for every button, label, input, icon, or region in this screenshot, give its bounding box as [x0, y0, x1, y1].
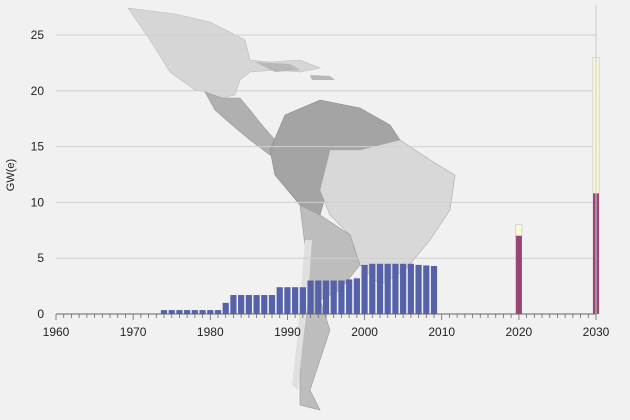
historical-bar	[176, 310, 183, 314]
historical-bar	[191, 310, 198, 314]
historical-bar	[322, 280, 330, 314]
chile-shape	[292, 240, 312, 390]
historical-bar	[384, 263, 391, 314]
historical-bar	[423, 265, 430, 314]
x-tick-label: 1980	[197, 325, 224, 339]
historical-bar	[253, 295, 260, 314]
historical-bar	[207, 310, 214, 314]
x-tick-label: 2010	[428, 325, 455, 339]
caribbean-shape	[255, 62, 335, 80]
historical-bar	[160, 310, 168, 314]
historical-bar	[199, 310, 206, 314]
historical-bar	[369, 263, 376, 314]
historical-bar	[299, 287, 306, 314]
historical-bar	[214, 310, 222, 314]
historical-bar	[430, 266, 438, 314]
historical-bar	[376, 263, 384, 314]
historical-bar	[307, 280, 314, 314]
y-tick-label: 20	[31, 84, 45, 98]
y-tick-label: 15	[31, 140, 45, 154]
historical-bar	[353, 278, 360, 314]
historical-bar	[268, 295, 276, 314]
projection-low-bar	[515, 235, 522, 314]
y-tick-label: 25	[31, 28, 45, 42]
historical-bar	[261, 295, 268, 314]
x-tick-label: 1970	[120, 325, 147, 339]
historical-bar	[400, 263, 407, 314]
historical-bar	[338, 280, 345, 314]
historical-bar	[284, 287, 291, 314]
north-america-shape	[127, 7, 322, 99]
historical-bar	[330, 280, 337, 314]
x-tick-label: 2000	[351, 325, 378, 339]
historical-bar	[276, 287, 283, 314]
historical-bar	[230, 295, 237, 314]
historical-bar	[245, 295, 252, 314]
historical-bar	[184, 310, 191, 314]
historical-bar	[315, 280, 322, 314]
historical-bar	[361, 264, 368, 314]
historical-bar	[346, 279, 353, 314]
y-tick-label: 5	[37, 251, 44, 265]
projection-high-bar	[515, 224, 523, 237]
y-tick-label: 0	[37, 307, 44, 321]
historical-bar	[415, 264, 422, 314]
x-tick-label: 2020	[506, 325, 533, 339]
historical-bar	[392, 263, 399, 314]
brazil-shape	[319, 139, 456, 286]
historical-bar	[238, 295, 245, 314]
historical-bar	[292, 287, 299, 314]
x-tick-label: 2030	[583, 325, 610, 339]
x-tick-label: 1960	[43, 325, 70, 339]
historical-bar	[168, 310, 175, 314]
y-axis-label: GW(e)	[5, 159, 17, 191]
y-tick-label: 10	[31, 195, 45, 209]
historical-bar	[222, 302, 229, 314]
map-background	[127, 7, 456, 411]
historical-bar	[407, 263, 414, 314]
x-tick-label: 1990	[274, 325, 301, 339]
